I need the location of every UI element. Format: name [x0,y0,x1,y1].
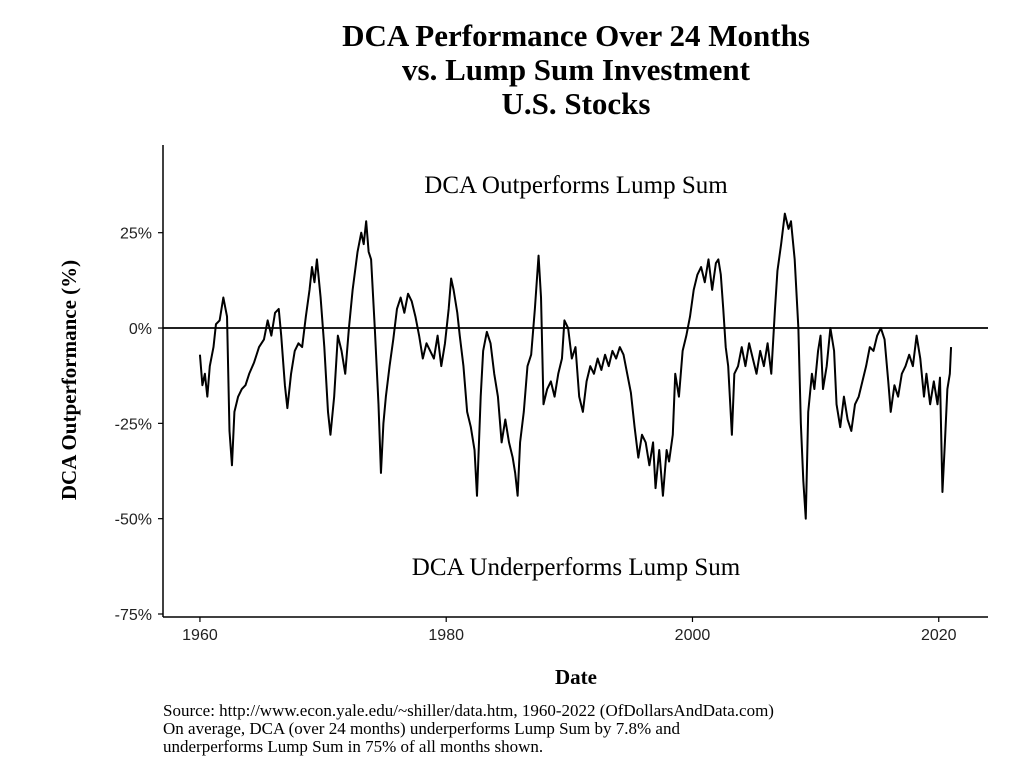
x-tick-label: 2020 [921,627,957,644]
y-tick-label: -25% [115,416,152,433]
caption: underperforms Lump Sum in 75% of all mon… [163,737,543,756]
y-tick-label: 25% [120,226,152,243]
data-line [198,212,953,520]
x-tick-label: 1960 [182,627,218,644]
y-tick-label: -75% [115,607,152,624]
chart-title: DCA Performance Over 24 Months [342,18,810,53]
y-tick-label: 0% [129,321,152,338]
caption: On average, DCA (over 24 months) underpe… [163,719,680,738]
x-tick-label: 2000 [675,627,711,644]
caption: Source: http://www.econ.yale.edu/~shille… [163,701,774,720]
chart-title: vs. Lump Sum Investment [402,52,751,87]
x-axis-title: Date [555,665,597,689]
annotation: DCA Underperforms Lump Sum [412,554,741,581]
y-axis-title: DCA Outperformance (%) [57,260,81,500]
x-tick-label: 1980 [428,627,464,644]
y-tick-label: -50% [115,512,152,529]
chart-title: U.S. Stocks [501,86,650,121]
annotation: DCA Outperforms Lump Sum [424,172,728,199]
